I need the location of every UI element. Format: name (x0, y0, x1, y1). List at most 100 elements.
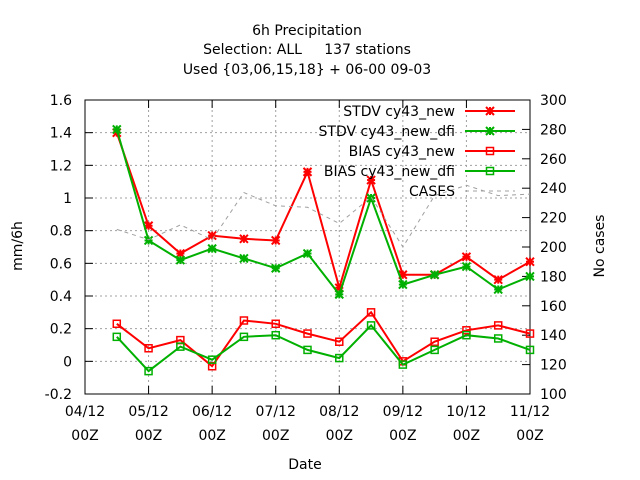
data-point (335, 353, 344, 363)
x-tick-label: 09/12 (383, 404, 423, 420)
data-point (430, 337, 439, 346)
y-axis-label: mm/6h (10, 221, 26, 271)
x-tick-label-time: 00Z (71, 428, 98, 444)
series-line (116, 184, 531, 248)
data-point (525, 345, 535, 355)
x-tick-label-time: 00Z (262, 428, 289, 444)
title-line-2: Selection: ALL 137 stations (203, 42, 411, 58)
data-point (112, 124, 122, 135)
x-tick-label: 04/12 (65, 404, 105, 420)
data-point (398, 360, 408, 369)
x-axis-label: Date (288, 457, 321, 473)
x-tick-label: 11/12 (510, 404, 550, 420)
data-point (271, 263, 281, 273)
y-tick-label: 1 (63, 191, 72, 207)
data-point (239, 316, 249, 325)
y2-tick-label: 280 (540, 122, 567, 138)
data-point (493, 274, 503, 285)
data-point (429, 270, 440, 280)
y2-tick-label: 120 (540, 358, 567, 374)
y-tick-label: 0.4 (50, 289, 72, 305)
legend-marker (485, 106, 495, 116)
data-point (461, 252, 472, 262)
y-tick-label: 1.6 (50, 93, 72, 109)
series-stdv-cy43-new-dfi (112, 124, 535, 300)
axes: -0.2 0 0.2 0.4 0.6 0.8 1 1.2 1.4 1.6 100 120 140 160 1… (45, 93, 567, 444)
y2-tick-label: 160 (540, 299, 567, 315)
data-point (398, 279, 408, 290)
x-tick-label-time: 00Z (516, 428, 543, 444)
y-tick-label: -0.2 (45, 387, 72, 403)
legend-label: BIAS cy43_new_dfi (324, 164, 455, 180)
x-tick-label-time: 00Z (135, 428, 162, 444)
data-point (144, 366, 153, 376)
data-point (144, 344, 153, 353)
series-bias-cy43-new (112, 308, 535, 371)
data-point (239, 332, 249, 342)
chart-title: 6h Precipitation Selection: ALL 137 stat… (183, 23, 431, 78)
data-point (112, 332, 122, 342)
series-line (116, 310, 531, 368)
data-point (112, 319, 122, 329)
y2-tick-label: 300 (540, 93, 567, 109)
data-point (271, 235, 281, 246)
data-point (493, 334, 503, 343)
y2-tick-label: 180 (540, 269, 567, 285)
legend-marker (485, 146, 495, 156)
x-tick-label-time: 00Z (326, 428, 353, 444)
data-point (462, 330, 471, 340)
data-point (366, 321, 376, 330)
data-point (525, 271, 535, 282)
y2-tick-label: 140 (540, 328, 567, 344)
y-tick-label: 0.6 (50, 256, 72, 272)
series-stdv-cy43-new (112, 127, 535, 293)
y2-tick-label: 200 (540, 240, 567, 256)
series-layer (112, 124, 535, 376)
x-tick-label: 07/12 (256, 404, 296, 420)
data-point (525, 256, 535, 267)
series-cases (116, 184, 531, 248)
data-point (334, 289, 344, 300)
data-point (239, 234, 249, 244)
legend-marker (485, 166, 495, 176)
data-point (366, 175, 376, 185)
legend-marker (485, 126, 495, 136)
title-line-3: Used {03,06,15,18} + 06-00 09-03 (183, 62, 431, 78)
y2-tick-label: 240 (540, 181, 567, 197)
legend: STDV cy43_new STDV cy43_new_dfi BIAS cy43_… (319, 104, 515, 200)
x-tick-label: 10/12 (446, 404, 486, 420)
data-point (302, 248, 313, 259)
series-line (115, 129, 531, 297)
y-tick-label: 0 (63, 354, 72, 370)
data-point (239, 253, 249, 264)
y-tick-label: 0.2 (50, 322, 72, 338)
data-point (303, 345, 312, 355)
y2-tick-label: 260 (540, 152, 567, 168)
x-tick-label: 08/12 (319, 404, 359, 420)
legend-label: STDV cy43_new_dfi (319, 124, 455, 140)
series-line (116, 323, 531, 373)
y-tick-label: 1.4 (50, 126, 72, 142)
data-point (430, 345, 439, 355)
data-point (271, 319, 280, 329)
legend-label: CASES (409, 184, 455, 200)
data-point (493, 284, 503, 295)
x-tick-label-time: 00Z (453, 428, 480, 444)
x-tick-label: 05/12 (128, 404, 168, 420)
legend-label: STDV cy43_new (343, 104, 455, 120)
series-line (115, 132, 531, 292)
data-point (207, 243, 217, 254)
x-tick-label-time: 00Z (198, 428, 225, 444)
y-tick-label: 1.2 (50, 158, 72, 174)
y2-tick-label: 220 (540, 211, 567, 227)
data-point (462, 326, 471, 335)
legend-label: BIAS cy43_new (349, 144, 455, 160)
data-point (271, 330, 280, 340)
data-point (525, 329, 535, 338)
x-tick-label: 06/12 (192, 404, 232, 420)
y-tick-label: 0.8 (50, 224, 72, 240)
data-point (303, 329, 312, 338)
data-point (143, 235, 154, 246)
data-point (176, 342, 185, 351)
